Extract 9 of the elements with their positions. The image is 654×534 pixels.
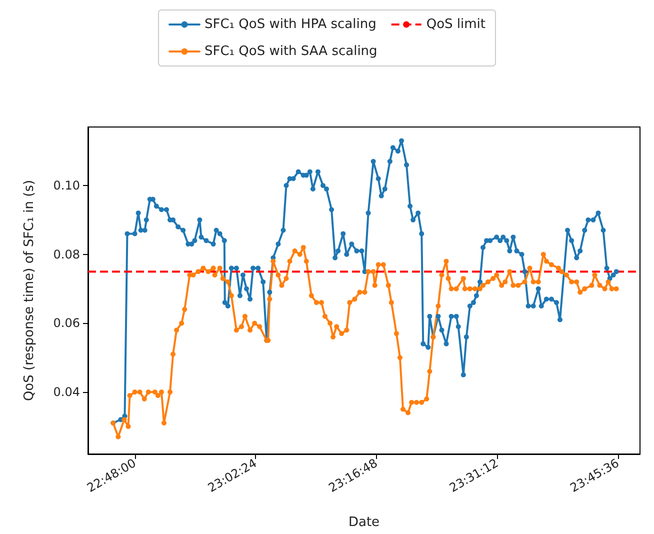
y-tick-label: 0.04	[53, 385, 80, 400]
y-tick-label: 0.10	[53, 178, 80, 193]
legend-label: SFC₁ QoS with SAA scaling	[204, 44, 378, 59]
legend-label: SFC₁ QoS with HPA scaling	[204, 17, 376, 32]
y-tick-label: 0.06	[53, 316, 80, 330]
y-tick-label: 0.08	[53, 247, 80, 262]
y-axis-title: QoS (response time) of SFC₁ in (s)	[22, 180, 37, 402]
legend-label: QoS limit	[426, 17, 486, 32]
x-axis-title: Date	[348, 515, 380, 530]
